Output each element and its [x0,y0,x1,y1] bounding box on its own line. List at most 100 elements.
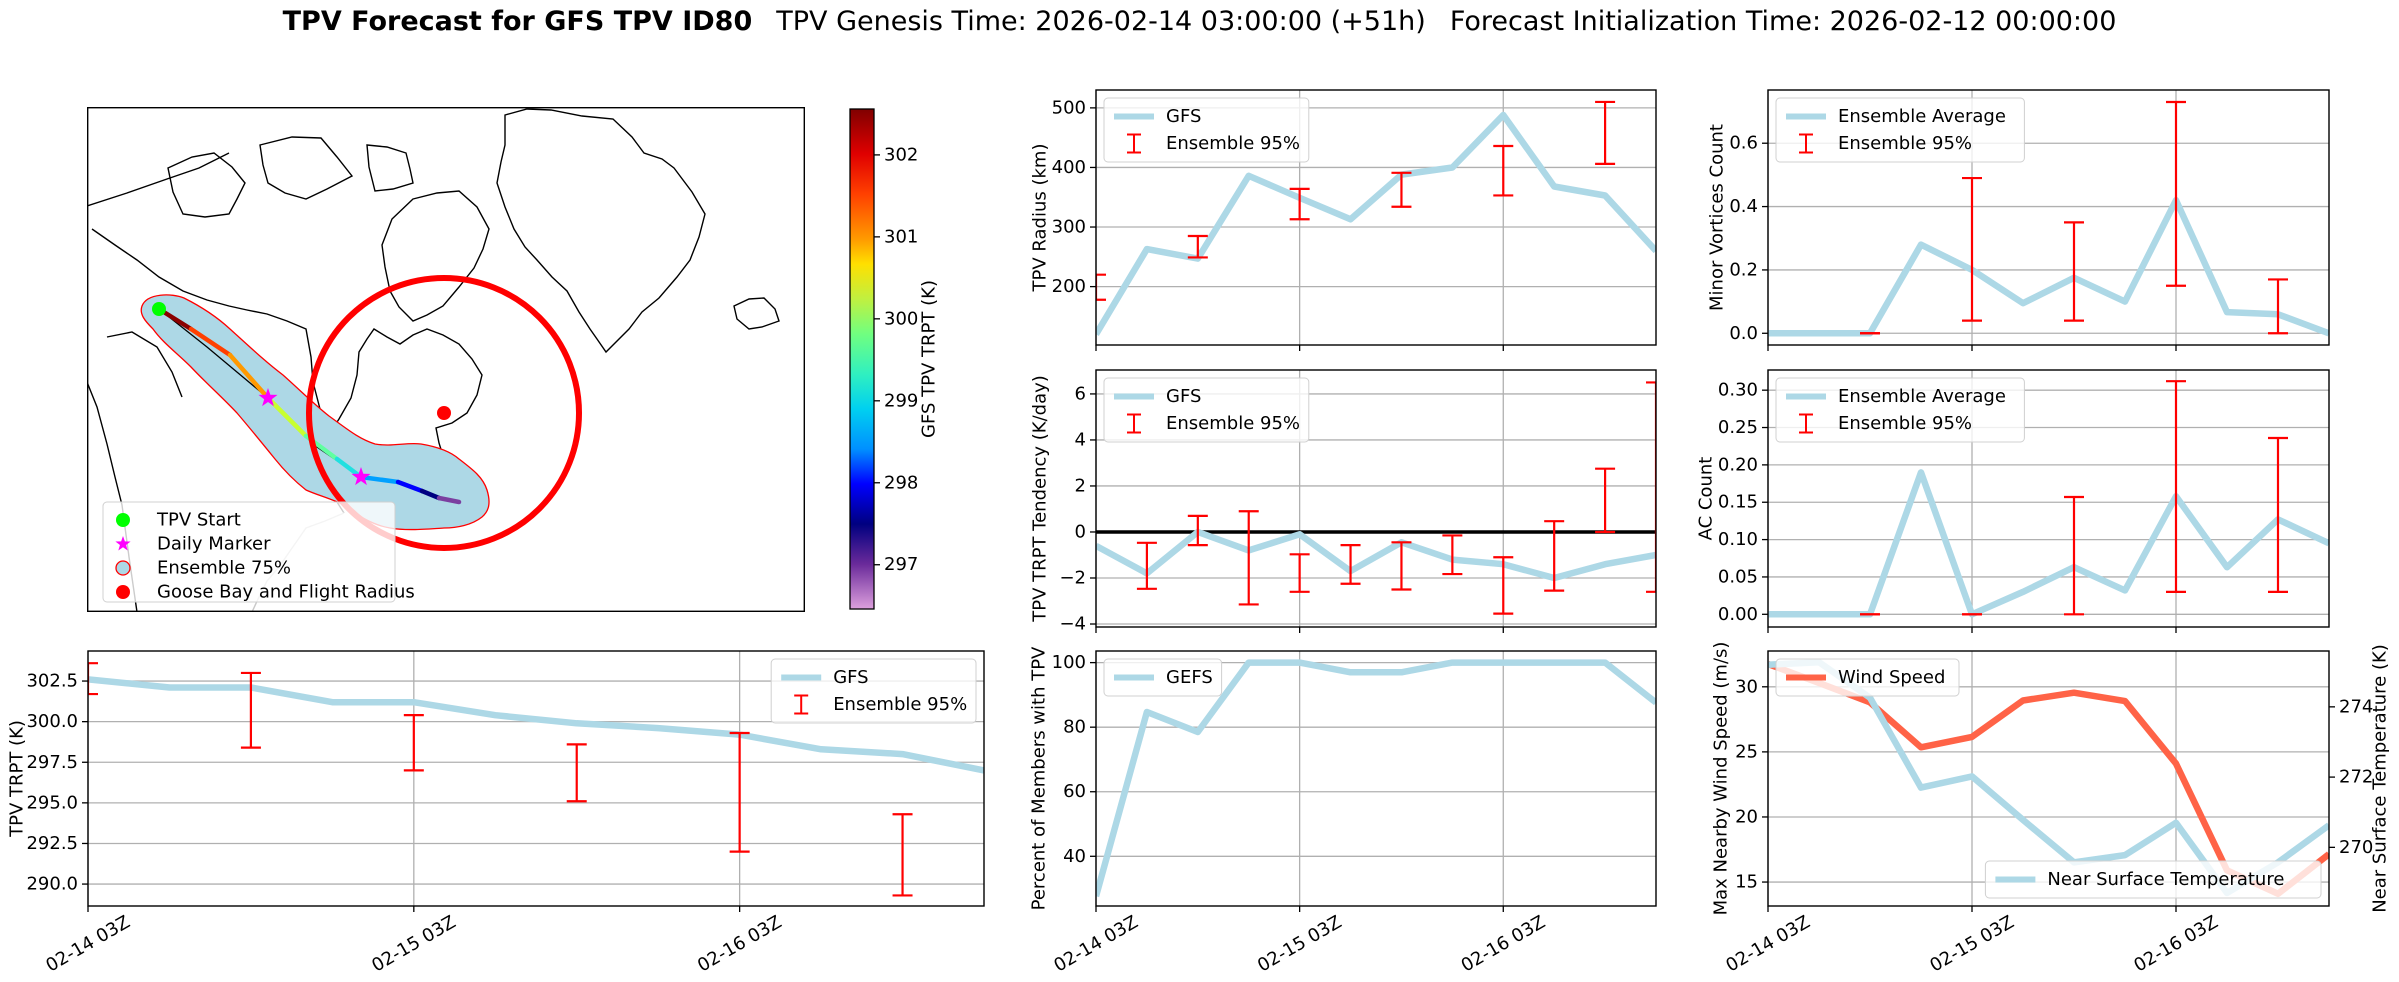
error-bar [1187,514,1208,547]
chart-legend: GEFS [1103,658,1223,697]
x-tick-label: 02-16 03Z [694,912,785,977]
arctic-island [366,144,414,192]
y-tick-label: −4 [1059,614,1086,635]
legend-label: Near Surface Temperature [2047,869,2284,890]
colorbar-tick-label: 300 [884,308,918,329]
legend-start-icon [116,513,130,527]
plot-area [1096,100,1656,336]
track-segment [358,474,401,485]
chart-legend: GFS Ensemble 95% [770,658,977,724]
error-bar [1391,171,1412,208]
y-tick-label: −2 [1059,567,1086,588]
y-tick-label: 25 [1735,741,1758,762]
y-tick-label: 100 [1052,652,1086,673]
error-bar [1136,541,1157,590]
legend-label-tpv-start: TPV Start [156,510,241,531]
x-tick-label: 02-16 03Z [1458,912,1549,977]
legend-label-ensemble: Ensemble 75% [157,558,291,579]
error-bar [1289,553,1310,593]
x-tick-label: 02-15 03Z [1254,912,1345,977]
legend-box [1103,377,1310,443]
lake-outline [106,331,183,398]
error-bar [1595,467,1616,534]
error-bar [403,714,424,772]
legend-label: Wind Speed [1838,667,1945,688]
y-tick-label: 0.6 [1729,133,1758,154]
y-tick-label: 0.30 [1718,380,1758,401]
error-bar [1493,144,1514,197]
y2-axis-label: Near Surface Temperature (K) [2370,644,2391,913]
y-tick-label: 40 [1063,846,1086,867]
plot-area [1768,658,2329,898]
track-segment [265,395,309,439]
chart-legend: Ensemble Average Ensemble 95% [1775,97,2025,163]
error-bar [1493,556,1514,615]
error-bar [1544,520,1565,592]
error-bar [1962,176,1982,322]
series-line [1096,659,1656,898]
axes-frame [87,650,985,907]
y-tick-label: 0.25 [1718,417,1758,438]
y-tick-label: 500 [1052,97,1086,118]
legend-label: Ensemble Average [1838,386,2006,407]
y-axis-label: TPV Radius (km) [1030,144,1051,293]
track-segment [188,326,233,358]
colorbar-label: GFS TPV TRPT (K) [919,280,940,438]
error-bar [892,813,913,897]
y-tick-label: 0.05 [1718,566,1758,587]
ac-chart: 0.00 0.05 0.10 0.15 0.20 0.25 0.30 AC Count Ense… [1696,369,2330,633]
error-bar [1340,543,1361,585]
colorbar-tick-label: 301 [884,226,918,247]
chart-legend: Ensemble Average Ensemble 95% [1775,377,2025,443]
y-tick-label: 4 [1075,429,1086,450]
legend-label: Ensemble 95% [1838,133,1972,154]
iceland-coast [733,297,780,330]
legend-label: GEFS [1166,667,1213,688]
axes-frame [1095,369,1657,628]
legend-box [1984,860,2322,899]
figure-title-main: TPV Forecast for GFS TPV ID80 [282,6,753,37]
arctic-island [259,136,354,200]
error-bar [729,731,750,853]
daily-marker-star-icon [258,388,278,407]
x-tick-label: 02-15 03Z [368,912,459,977]
flight-radius-circle [306,275,582,551]
error-bar [1096,273,1106,301]
chart-legend: Near Surface Temperature [1984,860,2322,899]
y-tick-label: 292.5 [26,833,78,854]
error-bar [1391,541,1412,591]
goose-bay-marker [437,406,451,420]
y-tick-label: 0.2 [1729,259,1758,280]
track-segment [227,352,271,401]
trpt-chart: 290.0 292.5 295.0 297.5 300.0 302.5 02-14 03Z 0… [7,650,985,977]
tendency-chart: −4 −2 0 2 4 6 TPV TRPT Tendency (K/day) GFS Ense… [1030,369,1657,635]
legend-label-goose-bay: Goose Bay and Flight Radius [157,582,415,603]
y-tick-label: 0.4 [1729,196,1758,217]
y-tick-label: 2 [1075,475,1086,496]
x-tick-label: 02-15 03Z [1926,912,2017,977]
y2-tick-label: 270 [2339,837,2373,858]
error-bar [240,671,261,749]
map-legend: TPV Start Daily Marker Ensemble 75% Goos… [102,501,415,603]
error-bar [1289,187,1310,221]
y-tick-label: 200 [1052,276,1086,297]
y-axis-label: Percent of Members with TPV [1029,646,1050,910]
y-tick-label: 30 [1735,676,1758,697]
axes-frame [1095,650,1657,907]
colorbar-tick-label: 297 [884,554,918,575]
legend-box [1103,658,1223,697]
y-tick-label: 0.0 [1729,323,1758,344]
y-tick-label: 300.0 [26,711,78,732]
y-tick-label: 15 [1735,872,1758,893]
canada-coast [91,228,483,475]
plot-area [1768,380,2329,618]
y-tick-label: 300 [1052,217,1086,238]
figure-title: TPV Forecast for GFS TPV ID80 TPV Genesis… [0,6,2399,37]
wind-chart: 15 20 25 30 02-14 03Z 02-15 03Z 02-16 03Z Max N… [1711,642,2391,977]
y-axis-label: Max Nearby Wind Speed (m/s) [1711,642,1732,916]
y-tick-label: 0.00 [1718,604,1758,625]
y-tick-label: 60 [1063,781,1086,802]
y-tick-label: 0.20 [1718,454,1758,475]
y-axis-label: AC Count [1696,457,1717,541]
